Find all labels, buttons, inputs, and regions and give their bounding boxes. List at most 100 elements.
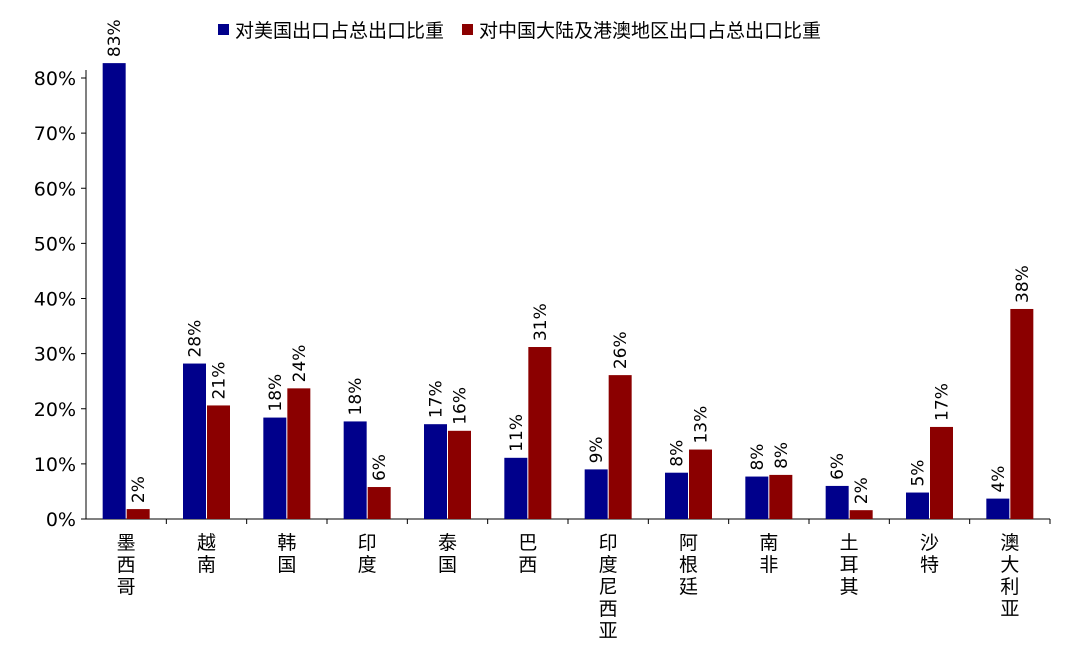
legend-label-china: 对中国大陆及港澳地区出口占总出口比重: [479, 20, 822, 42]
bar-us: [504, 457, 528, 519]
data-label-us: 6%: [828, 453, 848, 480]
data-label-us: 83%: [105, 19, 125, 57]
bar-us: [102, 63, 126, 520]
bar-china: [528, 347, 552, 519]
x-category-char: 特: [920, 554, 939, 576]
data-label-us: 8%: [668, 440, 688, 467]
x-category-char: 巴: [518, 532, 537, 554]
x-category-char: 利: [1000, 576, 1019, 598]
x-category-char: 耳: [840, 554, 859, 576]
x-category-label: 墨西哥: [117, 532, 136, 598]
x-category-label: 土耳其: [840, 532, 859, 598]
y-tick-label: 80%: [34, 68, 76, 90]
bar-us: [584, 469, 608, 519]
x-category-label: 印度尼西亚: [599, 532, 618, 642]
bar-china: [689, 449, 712, 519]
data-label-china: 21%: [210, 362, 230, 400]
y-tick-label: 10%: [34, 454, 76, 476]
x-category-char: 非: [759, 554, 778, 576]
x-category-char: 亚: [1000, 598, 1019, 620]
x-category-label: 印度: [358, 532, 377, 576]
x-category-char: 南: [759, 532, 778, 554]
x-category-char: 度: [358, 554, 377, 576]
x-category-char: 廷: [679, 576, 698, 598]
data-label-china: 2%: [129, 476, 149, 503]
x-category-char: 尼: [599, 576, 618, 598]
y-tick-label: 0%: [46, 509, 76, 531]
bar-us: [263, 417, 287, 519]
bar-china: [367, 487, 391, 519]
data-label-us: 11%: [507, 414, 527, 452]
data-label-china: 31%: [531, 303, 551, 341]
bar-china: [126, 509, 150, 519]
x-category-char: 韩: [277, 532, 296, 554]
data-label-china: 2%: [852, 477, 872, 504]
x-category-char: 土: [840, 532, 859, 554]
legend-item-china: 对中国大陆及港澳地区出口占总出口比重: [462, 16, 821, 43]
x-category-char: 度: [599, 554, 618, 576]
x-category-char: 澳: [1000, 532, 1019, 554]
x-category-char: 沙: [920, 532, 939, 554]
data-label-us: 9%: [587, 436, 607, 463]
x-category-char: 西: [599, 598, 618, 620]
legend-swatch-china: [462, 24, 474, 35]
bar-us: [825, 485, 849, 519]
x-category-label: 阿根廷: [679, 532, 698, 598]
data-label-us: 4%: [989, 466, 1009, 493]
bar-us: [745, 476, 769, 519]
data-label-china: 38%: [1013, 265, 1033, 303]
x-category-char: 西: [117, 554, 136, 576]
x-category-char: 亚: [599, 620, 618, 642]
bar-china: [769, 474, 793, 519]
x-category-label: 巴西: [518, 532, 537, 576]
x-category-label: 韩国: [277, 532, 296, 576]
y-tick-label: 20%: [34, 399, 76, 421]
bar-us: [183, 363, 206, 519]
y-tick-label: 40%: [34, 289, 76, 311]
data-label-us: 18%: [266, 374, 286, 412]
x-category-label: 越南: [197, 532, 216, 576]
x-category-label: 澳大利亚: [1000, 532, 1019, 620]
x-category-char: 越: [197, 532, 216, 554]
x-category-char: 南: [197, 554, 216, 576]
y-tick-label: 50%: [34, 233, 76, 255]
x-category-char: 泰: [438, 532, 457, 554]
y-tick-label: 70%: [34, 123, 76, 145]
bar-china: [207, 405, 230, 519]
data-label-china: 24%: [290, 345, 310, 383]
data-label-us: 17%: [427, 380, 447, 418]
bar-china: [448, 430, 471, 519]
data-label-china: 8%: [772, 442, 792, 469]
x-category-char: 根: [679, 554, 698, 576]
legend: 对美国出口占总出口比重 对中国大陆及港澳地区出口占总出口比重: [218, 16, 839, 43]
data-label-china: 6%: [370, 454, 390, 481]
y-tick-label: 30%: [34, 344, 76, 366]
data-label-china: 13%: [692, 406, 712, 444]
x-category-char: 国: [438, 554, 457, 576]
bar-china: [1010, 308, 1034, 519]
x-category-char: 印: [599, 532, 618, 554]
x-category-char: 大: [1000, 554, 1019, 576]
legend-swatch-us: [218, 24, 229, 35]
data-label-china: 17%: [933, 383, 953, 421]
data-label-china: 26%: [611, 331, 631, 369]
data-label-china: 16%: [451, 387, 471, 425]
x-category-char: 印: [358, 532, 377, 554]
legend-label-us: 对美国出口占总出口比重: [235, 20, 445, 42]
x-category-label: 沙特: [920, 532, 939, 576]
x-category-char: 阿: [679, 532, 698, 554]
x-category-label: 南非: [759, 532, 778, 576]
bar-us: [424, 424, 447, 519]
x-category-char: 哥: [117, 576, 136, 598]
data-label-us: 5%: [909, 460, 929, 487]
legend-item-us: 对美国出口占总出口比重: [218, 16, 444, 43]
bar-us: [343, 421, 367, 519]
x-category-char: 国: [277, 554, 296, 576]
data-label-us: 28%: [186, 320, 206, 358]
bar-us: [986, 498, 1010, 519]
bar-us: [906, 492, 929, 519]
bar-china: [849, 510, 873, 519]
x-category-label: 泰国: [438, 532, 457, 576]
data-label-us: 8%: [748, 444, 768, 471]
